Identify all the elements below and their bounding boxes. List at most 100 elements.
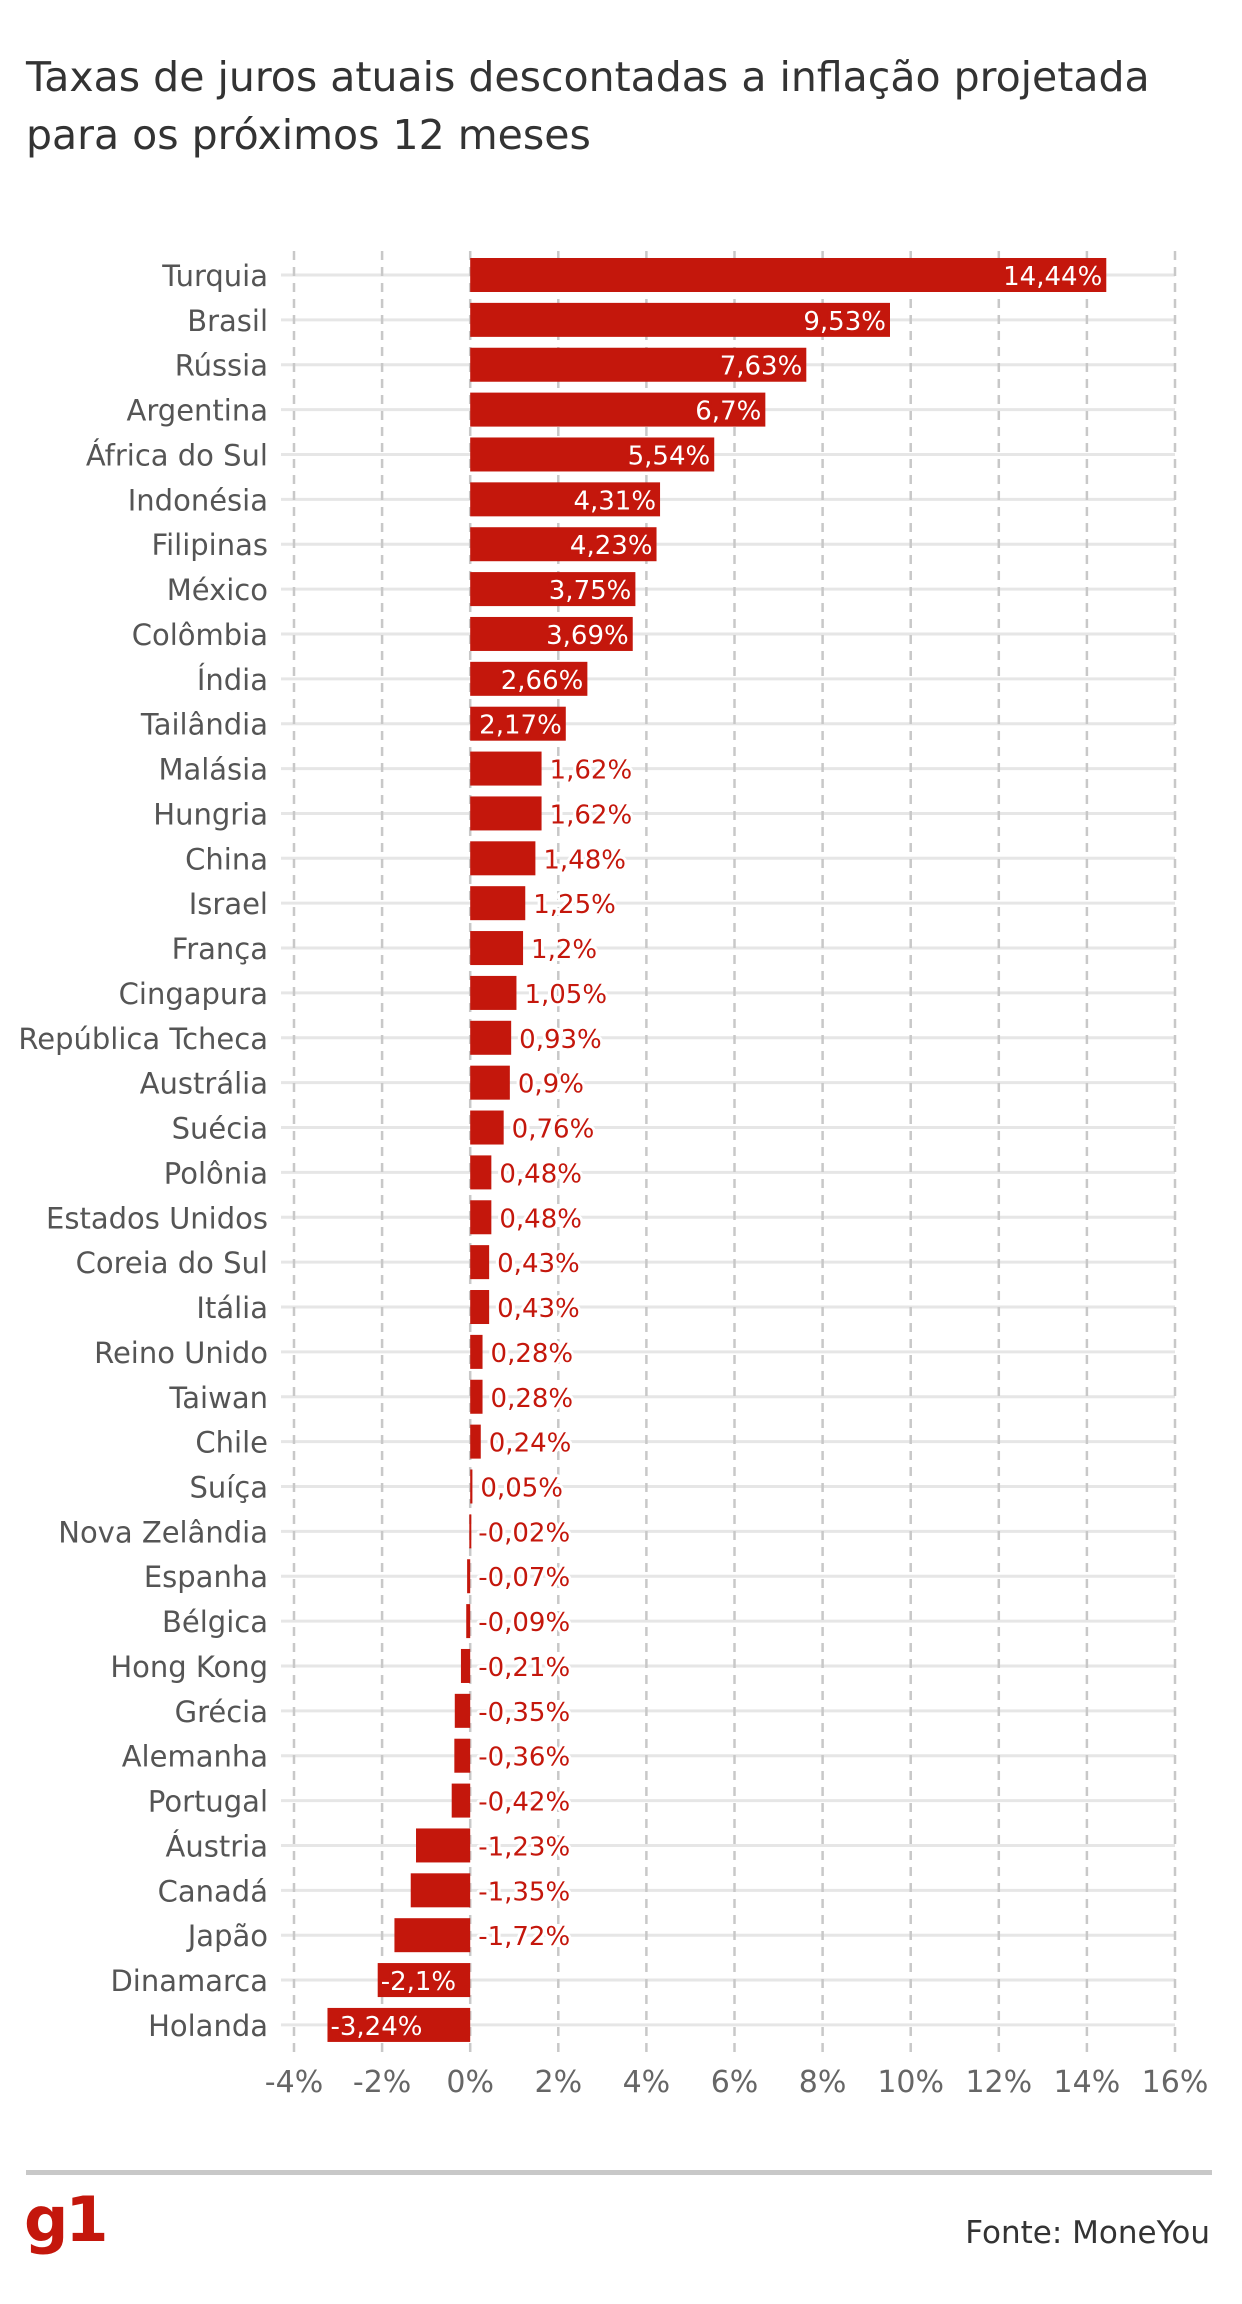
bar-20 [470,1155,492,1190]
bar-15 [470,931,524,966]
category-label: Itália [196,1291,268,1325]
bar-24 [470,1334,483,1369]
value-label: 0,48% [499,1159,582,1189]
category-label: Brasil [187,304,268,338]
bar-22 [470,1245,490,1280]
category-label: Espanha [144,1560,268,1594]
bar-3 [470,392,766,427]
value-label: 1,2% [531,935,597,965]
value-label: 0,9% [518,1070,584,1100]
g1-logo: g1 [24,2183,109,2256]
value-label: 0,24% [489,1429,572,1459]
category-label: Israel [189,887,268,921]
category-label: Bélgica [162,1605,268,1639]
value-label: 3,75% [549,576,632,606]
bar-23 [470,1290,490,1325]
x-tick-label: 10% [877,2065,944,2100]
bar-30 [466,1604,471,1639]
category-label: Austrália [140,1067,268,1101]
bar-31 [460,1648,471,1683]
category-label: Estados Unidos [46,1201,268,1235]
bar-2 [470,347,807,382]
category-label: China [185,842,268,876]
value-label: 4,31% [573,486,656,516]
bar-chart: Turquia Brasil Rússia Argentina África do Su… [18,251,1208,2100]
category-label: Filipinas [152,528,268,562]
bar-32 [454,1693,471,1728]
value-label: -0,35% [478,1698,570,1728]
value-label: 0,05% [480,1473,563,1503]
category-label: México [167,573,268,607]
category-label: Dinamarca [110,1964,268,1998]
category-label: Colômbia [132,618,268,652]
value-label: -0,09% [478,1608,570,1638]
bar-18 [470,1065,510,1100]
value-label: 1,05% [524,980,607,1010]
x-tick-label: 4% [623,2065,671,2100]
category-label: Indonésia [128,483,268,517]
value-label: -0,36% [478,1743,570,1773]
category-label: Holanda [148,2009,268,2043]
bars [327,258,1107,2042]
category-label: República Tcheca [18,1022,268,1056]
bar-9 [470,661,588,696]
category-label: África do Sul [86,438,268,472]
value-label: -1,35% [478,1877,570,1907]
source-note: Fonte: MoneYou [965,2215,1210,2251]
value-label: -3,24% [330,2012,422,2042]
category-label: Hong Kong [110,1650,268,1684]
category-labels: Turquia Brasil Rússia Argentina África do Su… [18,259,268,2043]
category-label: França [172,932,268,966]
gridlines [281,251,1177,2056]
value-label: -0,07% [478,1563,570,1593]
bar-33 [454,1738,471,1773]
category-label: Japão [186,1919,268,1953]
value-label: 1,48% [543,845,626,875]
value-label: 3,69% [546,621,629,651]
category-label: Canadá [158,1874,268,1908]
bar-11 [470,751,542,786]
value-label: 1,62% [550,756,633,786]
category-label: Suécia [172,1112,268,1146]
bar-28 [469,1514,472,1549]
value-label: 0,76% [512,1115,595,1145]
value-label: 0,28% [491,1384,574,1414]
x-tick-label: 14% [1054,2065,1121,2100]
category-label: Áustria [166,1829,268,1863]
x-tick-label: 2% [535,2065,583,2100]
bar-39 [327,2007,471,2042]
category-label: Chile [195,1426,268,1460]
bar-21 [470,1200,492,1235]
value-label: 9,53% [803,307,886,337]
category-label: Taiwan [168,1381,268,1415]
x-tick-label: 6% [711,2065,759,2100]
footer-divider [26,2170,1212,2175]
category-label: Grécia [175,1695,268,1729]
bar-4 [470,437,715,472]
bar-26 [470,1424,481,1459]
chart-subtitle: Taxas de juros atuais descontadas a infl… [26,53,1150,159]
value-label: 1,25% [533,890,616,920]
value-label: -0,02% [478,1518,570,1548]
bar-5 [470,482,661,517]
value-label: -1,23% [478,1832,570,1862]
bar-13 [470,841,536,876]
value-label: -1,72% [478,1922,570,1952]
bar-37 [394,1918,471,1953]
bar-27 [470,1469,473,1504]
value-label: -0,42% [478,1788,570,1818]
category-label: Coreia do Sul [76,1246,268,1280]
bar-16 [470,975,517,1010]
category-label: Rússia [175,349,268,383]
category-label: Índia [197,663,268,697]
value-label: 14,44% [1003,262,1102,292]
bar-0 [470,258,1107,292]
category-label: Cingapura [119,977,268,1011]
bar-7 [470,572,636,607]
value-label: 4,23% [570,531,653,561]
category-label: Alemanha [122,1740,268,1774]
category-label: Suíça [189,1470,268,1504]
category-label: Polônia [164,1156,268,1190]
category-label: Hungria [153,797,268,831]
value-label: 0,43% [497,1249,580,1279]
